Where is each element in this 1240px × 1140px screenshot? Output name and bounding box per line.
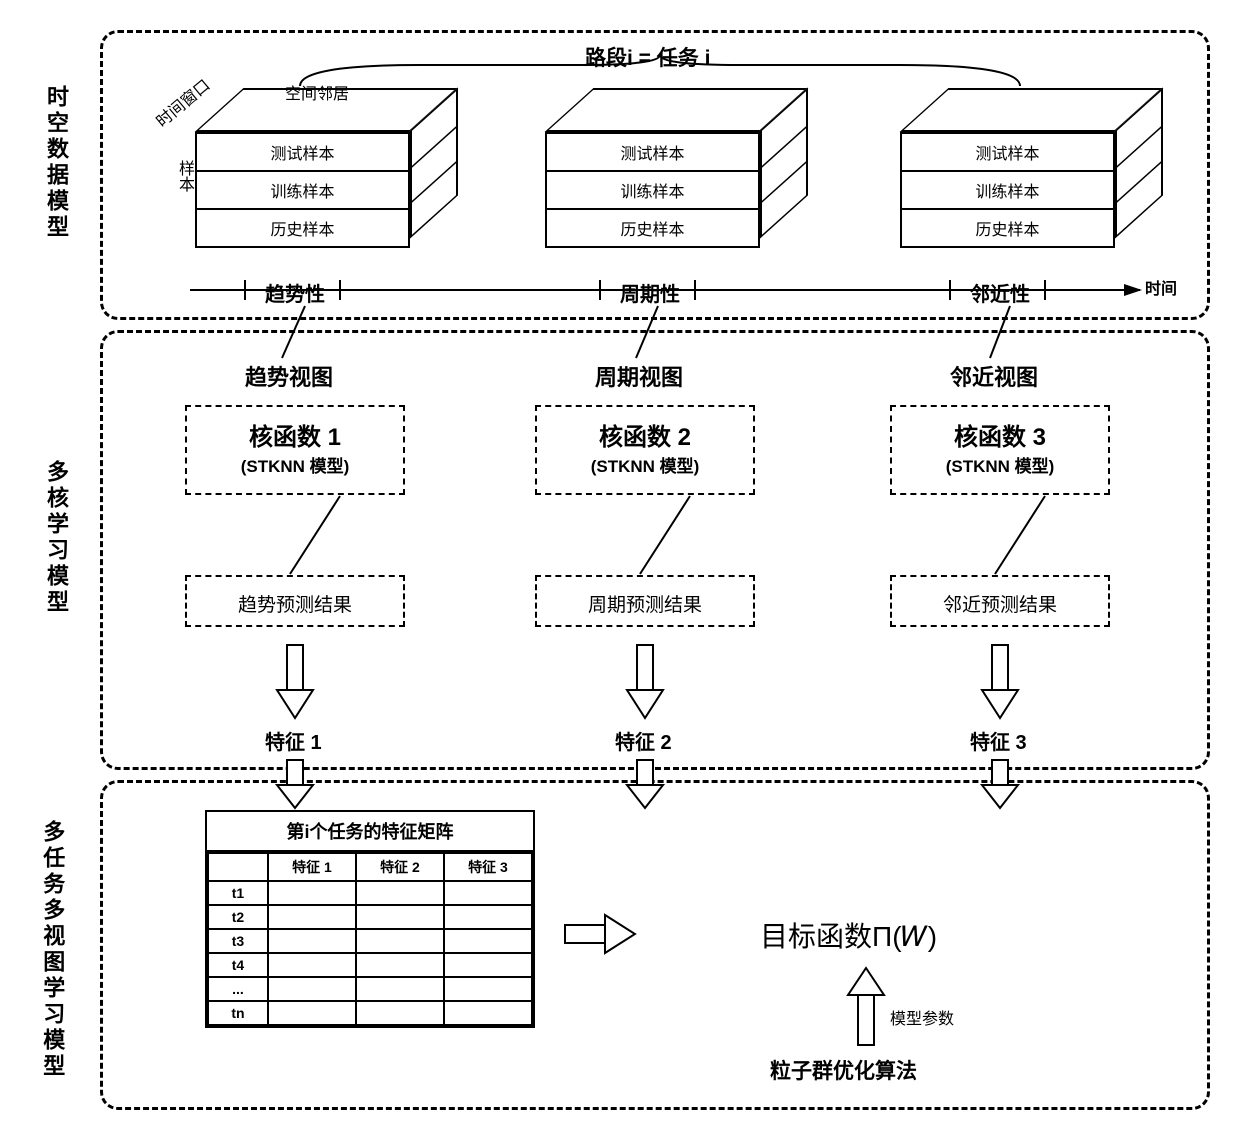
cube-row: 测试样本 [547, 134, 758, 172]
diagram-root: 时空数据模型 路段i = 任务 i 测试样本 训练样本 历史样本 时间窗口 空间… [20, 20, 1220, 1120]
time-axis-end: 时间 [1145, 275, 1177, 299]
cube-row: 测试样本 [902, 134, 1113, 172]
cube-row: 测试样本 [197, 134, 408, 172]
feature-matrix-table: 第i个任务的特征矩阵 特征 1 特征 2 特征 3 t1 t2 t3 t4 ..… [205, 810, 535, 1028]
objective-function: 目标函数Π(𝑊) [760, 915, 937, 955]
kernel-title: 核函数 3 [892, 407, 1108, 452]
pso-label: 粒子群优化算法 [770, 1055, 917, 1085]
kernel-sub: (STKNN 模型) [892, 452, 1108, 477]
result-box-2: 周期预测结果 [535, 575, 755, 627]
cube-row: 历史样本 [902, 210, 1113, 246]
td: t4 [208, 953, 268, 977]
result-box-1: 趋势预测结果 [185, 575, 405, 627]
th [208, 853, 268, 881]
section-label-1: 时空数据模型 [40, 85, 72, 241]
cube-row: 训练样本 [902, 172, 1113, 210]
feature-1: 特征 1 [265, 726, 322, 755]
kernel-sub: (STKNN 模型) [537, 452, 753, 477]
axis-trend: 趋势性 [265, 278, 325, 307]
cube-row: 历史样本 [197, 210, 408, 246]
cube-row: 历史样本 [547, 210, 758, 246]
model-params-label: 模型参数 [890, 1005, 954, 1029]
kernel-title: 核函数 2 [537, 407, 753, 452]
axis-period: 周期性 [620, 278, 680, 307]
kernel-box-3: 核函数 3 (STKNN 模型) [890, 405, 1110, 495]
td: t2 [208, 905, 268, 929]
table-title: 第i个任务的特征矩阵 [207, 812, 533, 852]
kernel-box-2: 核函数 2 (STKNN 模型) [535, 405, 755, 495]
cube-row: 训练样本 [197, 172, 408, 210]
view-period: 周期视图 [595, 360, 683, 392]
td: t3 [208, 929, 268, 953]
kernel-title: 核函数 1 [187, 407, 403, 452]
feature-3: 特征 3 [970, 726, 1027, 755]
feature-2: 特征 2 [615, 726, 672, 755]
cube-row: 训练样本 [547, 172, 758, 210]
section-label-3: 多任务多视图学习模型 [40, 820, 64, 1080]
view-adjacent: 邻近视图 [950, 360, 1038, 392]
th: 特征 2 [356, 853, 444, 881]
kernel-box-1: 核函数 1 (STKNN 模型) [185, 405, 405, 495]
td: t1 [208, 881, 268, 905]
result-box-3: 邻近预测结果 [890, 575, 1110, 627]
th: 特征 3 [444, 853, 532, 881]
axis-adjacent: 邻近性 [970, 278, 1030, 307]
td: ... [208, 977, 268, 1001]
top-title: 路段i = 任务 i [585, 42, 710, 72]
view-trend: 趋势视图 [245, 360, 333, 392]
dim-samples: 样本 [172, 160, 196, 192]
section-label-2: 多核学习模型 [40, 460, 72, 616]
td: tn [208, 1001, 268, 1025]
th: 特征 1 [268, 853, 356, 881]
kernel-sub: (STKNN 模型) [187, 452, 403, 477]
section-multikernel [100, 330, 1210, 770]
dim-spatial: 空间邻居 [285, 80, 349, 104]
